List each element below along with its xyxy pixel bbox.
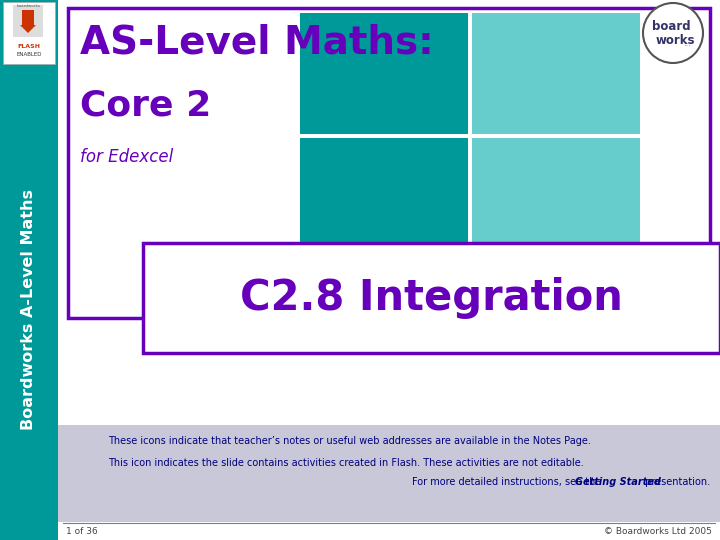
Text: board: board: [652, 21, 690, 33]
Text: 1 of 36: 1 of 36: [66, 526, 98, 536]
Bar: [143, 243, 720, 353]
Text: for Edexcel: for Edexcel: [80, 148, 174, 166]
Text: These icons indicate that teacher’s notes or useful web addresses are available : These icons indicate that teacher’s note…: [108, 436, 591, 446]
FancyArrow shape: [20, 10, 36, 33]
Text: ENABLED: ENABLED: [17, 52, 42, 57]
Bar: [68, 8, 710, 318]
Text: C2.8 Integration: C2.8 Integration: [240, 277, 623, 319]
Text: works: works: [655, 33, 695, 46]
Bar: [472, 13, 640, 133]
Text: presentation.: presentation.: [642, 477, 710, 487]
Text: Core 2: Core 2: [80, 88, 211, 122]
Text: boardworks: boardworks: [17, 4, 41, 8]
Bar: [58, 425, 720, 522]
Text: AS-Level Maths:: AS-Level Maths:: [80, 23, 433, 61]
Bar: [472, 138, 640, 258]
Text: This icon indicates the slide contains activities created in Flash. These activi: This icon indicates the slide contains a…: [108, 458, 584, 468]
Text: Getting Started: Getting Started: [575, 477, 661, 487]
Bar: [300, 138, 468, 258]
Bar: [300, 13, 468, 133]
Circle shape: [643, 3, 703, 63]
Text: FLASH: FLASH: [17, 44, 40, 50]
Text: For more detailed instructions, see the: For more detailed instructions, see the: [412, 477, 604, 487]
Text: © Boardworks Ltd 2005: © Boardworks Ltd 2005: [604, 526, 712, 536]
Bar: [13, 5, 43, 37]
Bar: [3, 2, 55, 64]
Text: Boardworks A-Level Maths: Boardworks A-Level Maths: [22, 189, 37, 430]
Bar: [0, 0, 58, 540]
Text: ...: ...: [683, 38, 691, 48]
